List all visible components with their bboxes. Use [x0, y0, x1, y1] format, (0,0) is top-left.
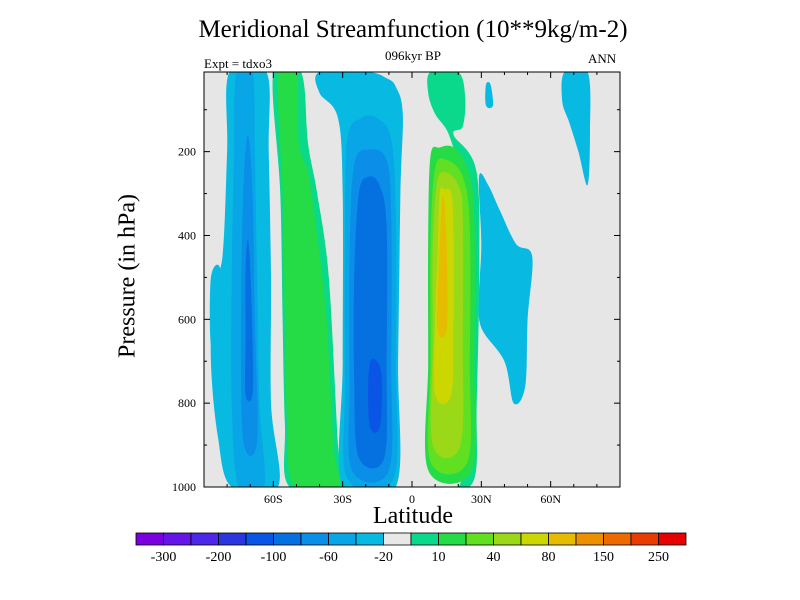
y-tick-label: 1000 [172, 480, 196, 494]
colorbar-box [493, 532, 522, 546]
y-tick-label: 200 [178, 145, 196, 159]
colorbar-box [135, 532, 164, 546]
contour-region-3 [245, 239, 254, 402]
colorbar-label: -300 [151, 550, 177, 565]
colorbar-label: -200 [206, 550, 232, 565]
colorbar-box [603, 532, 632, 546]
contour-region-17 [437, 196, 448, 338]
contour-region-11 [209, 264, 222, 348]
colorbar-label: -100 [261, 550, 287, 565]
colorbar-box [300, 532, 329, 546]
colorbar-label: 150 [593, 550, 614, 565]
colorbar-label: 250 [648, 550, 669, 565]
contour-region-5 [277, 72, 341, 487]
colorbar-box [438, 532, 467, 546]
y-tick-label: 800 [178, 396, 196, 410]
chart-subtitle-right: ANN [588, 51, 617, 66]
x-tick-label: 0 [409, 492, 415, 506]
colorbar-box [520, 532, 549, 546]
colorbar-label: 40 [487, 550, 501, 565]
colorbar-box [273, 532, 302, 546]
colorbar-box [630, 532, 659, 546]
x-tick-label: 60S [264, 492, 283, 506]
colorbar-box [245, 532, 274, 546]
plot-area [204, 72, 620, 487]
x-tick-label: 60N [540, 492, 561, 506]
contour-region-10 [368, 359, 382, 433]
plot-background [204, 72, 620, 487]
y-tick-label: 400 [178, 228, 196, 242]
colorbar-box [575, 532, 604, 546]
colorbar-box [548, 532, 577, 546]
colorbar-label: -20 [374, 550, 393, 565]
colorbar-box [218, 532, 247, 546]
colorbar: -300 -200 -100 -60 -20 10 40 80 150 250 [135, 532, 687, 565]
colorbar-box [465, 532, 494, 546]
x-tick-label: 30N [471, 492, 492, 506]
contour-region-19 [485, 81, 494, 109]
chart-title: Meridional Streamfunction (10**9kg/m-2) [198, 16, 628, 43]
colorbar-box [163, 532, 192, 546]
colorbar-label: 80 [542, 550, 556, 565]
contour-region-18 [478, 173, 533, 405]
chart-subtitle-left: Expt = tdxo3 [204, 56, 272, 71]
contour-region-20 [561, 72, 591, 186]
colorbar-label: 10 [432, 550, 446, 565]
colorbar-box [410, 532, 439, 546]
colorbar-box [328, 532, 357, 546]
colorbar-box [355, 532, 384, 546]
colorbar-label: -60 [319, 550, 338, 565]
colorbar-box [658, 532, 687, 546]
x-tick-label: 30S [333, 492, 352, 506]
colorbar-box [190, 532, 219, 546]
y-tick-label: 600 [178, 312, 196, 326]
x-axis-label: Latitude [373, 503, 453, 529]
chart-subtitle-center: 096kyr BP [385, 48, 441, 63]
axes: 60S 30S 0 30N 60N 200 400 600 800 1000 [172, 71, 621, 506]
colorbar-box [383, 532, 412, 546]
